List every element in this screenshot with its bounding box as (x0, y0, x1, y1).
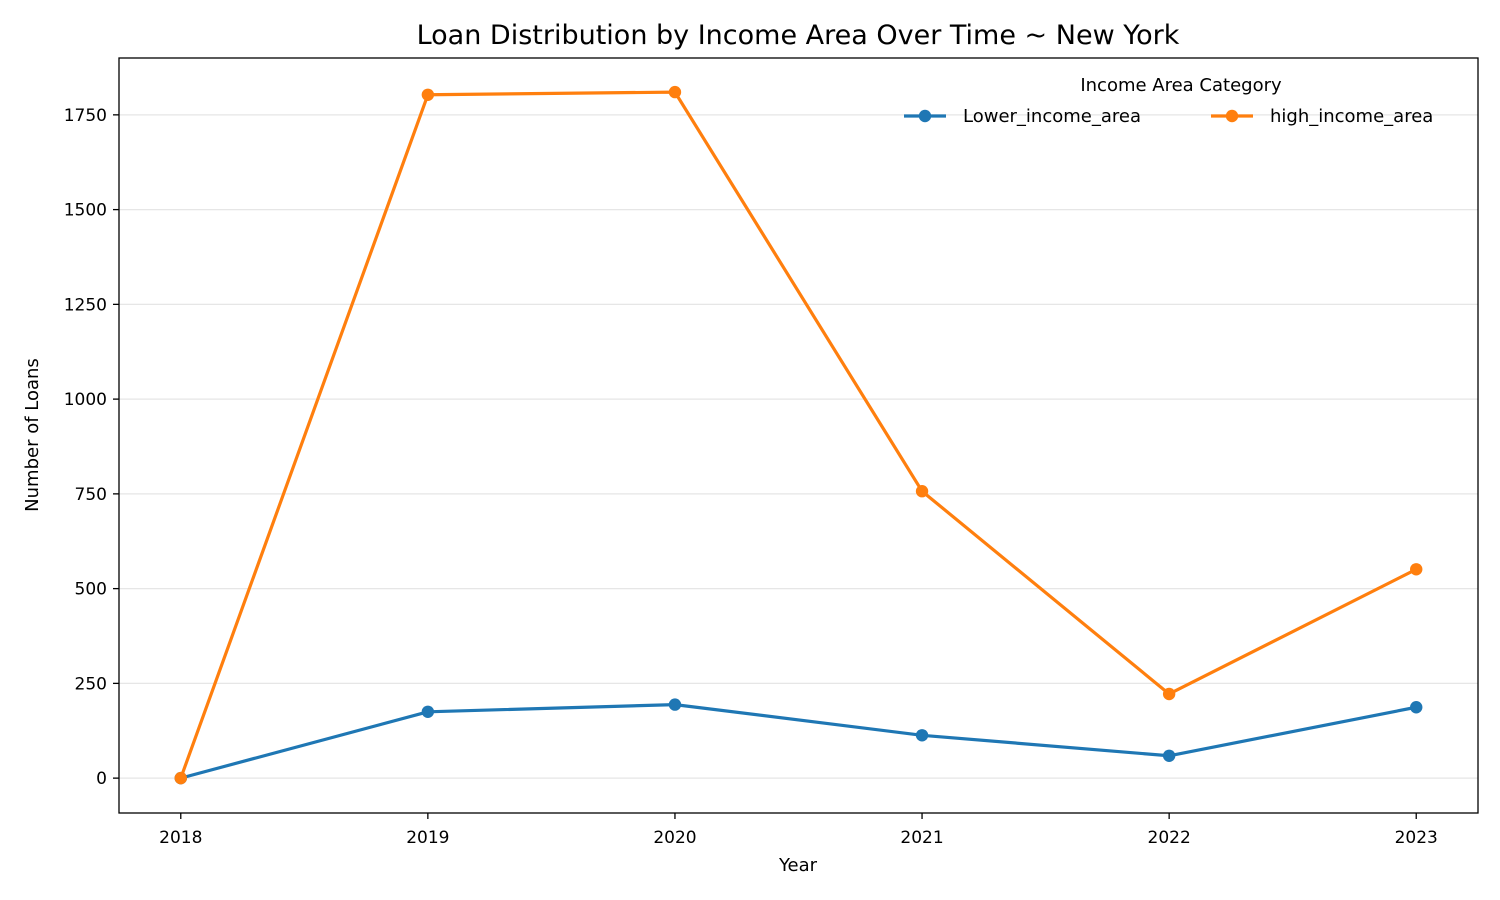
plot-area-frame (118, 57, 1479, 814)
y-tick-label: 750 (75, 485, 107, 505)
series-Lower_income_area (174, 698, 1423, 785)
data-point (915, 729, 929, 742)
data-point (1162, 687, 1176, 701)
y-tick-label: 0 (96, 769, 107, 789)
legend-label: Lower_income_area (963, 106, 1141, 127)
y-tick-label: 1750 (64, 106, 107, 126)
x-tick-label: 2023 (1395, 828, 1438, 848)
legend-items: Lower_income_area high_income_area (904, 106, 1433, 127)
y-tick-label: 1500 (64, 201, 107, 221)
axis-ticks: 0 250 500 750 1000 1250 1500 1750 2018 2019 2020 20… (64, 106, 1438, 848)
data-point (668, 85, 682, 99)
data-point (668, 698, 682, 711)
data-point (174, 771, 187, 785)
x-tick-label: 2018 (159, 828, 202, 848)
x-tick-label: 2021 (900, 828, 943, 848)
legend: Income Area Category Lower_income_area hi… (904, 75, 1433, 127)
data-point (1410, 701, 1423, 714)
grid-lines (119, 114, 1478, 779)
y-tick-label: 1250 (64, 295, 107, 315)
chart-title: Loan Distribution by Income Area Over Ti… (417, 20, 1180, 51)
x-axis-label: Year (778, 855, 818, 876)
data-point (915, 485, 929, 498)
legend-item: Lower_income_area (904, 106, 1141, 127)
y-tick-label: 250 (75, 674, 107, 694)
y-axis-label: Number of Loans (22, 358, 43, 512)
y-tick-label: 500 (75, 580, 107, 600)
data-point (421, 88, 435, 101)
x-tick-label: 2020 (653, 828, 696, 848)
data-point (1162, 749, 1176, 762)
data-point (421, 705, 435, 719)
series-layer (174, 85, 1423, 785)
legend-title: Income Area Category (1080, 75, 1282, 96)
series-line (179, 90, 1418, 780)
legend-label: high_income_area (1270, 106, 1433, 127)
data-point (1410, 563, 1423, 576)
x-tick-label: 2019 (406, 828, 449, 848)
series-line (179, 703, 1418, 780)
y-tick-label: 1000 (64, 390, 107, 410)
x-tick-label: 2022 (1148, 828, 1191, 848)
series-high_income_area (174, 85, 1423, 785)
legend-marker (918, 109, 932, 123)
legend-marker (1225, 109, 1239, 123)
legend-item: high_income_area (1211, 106, 1433, 127)
